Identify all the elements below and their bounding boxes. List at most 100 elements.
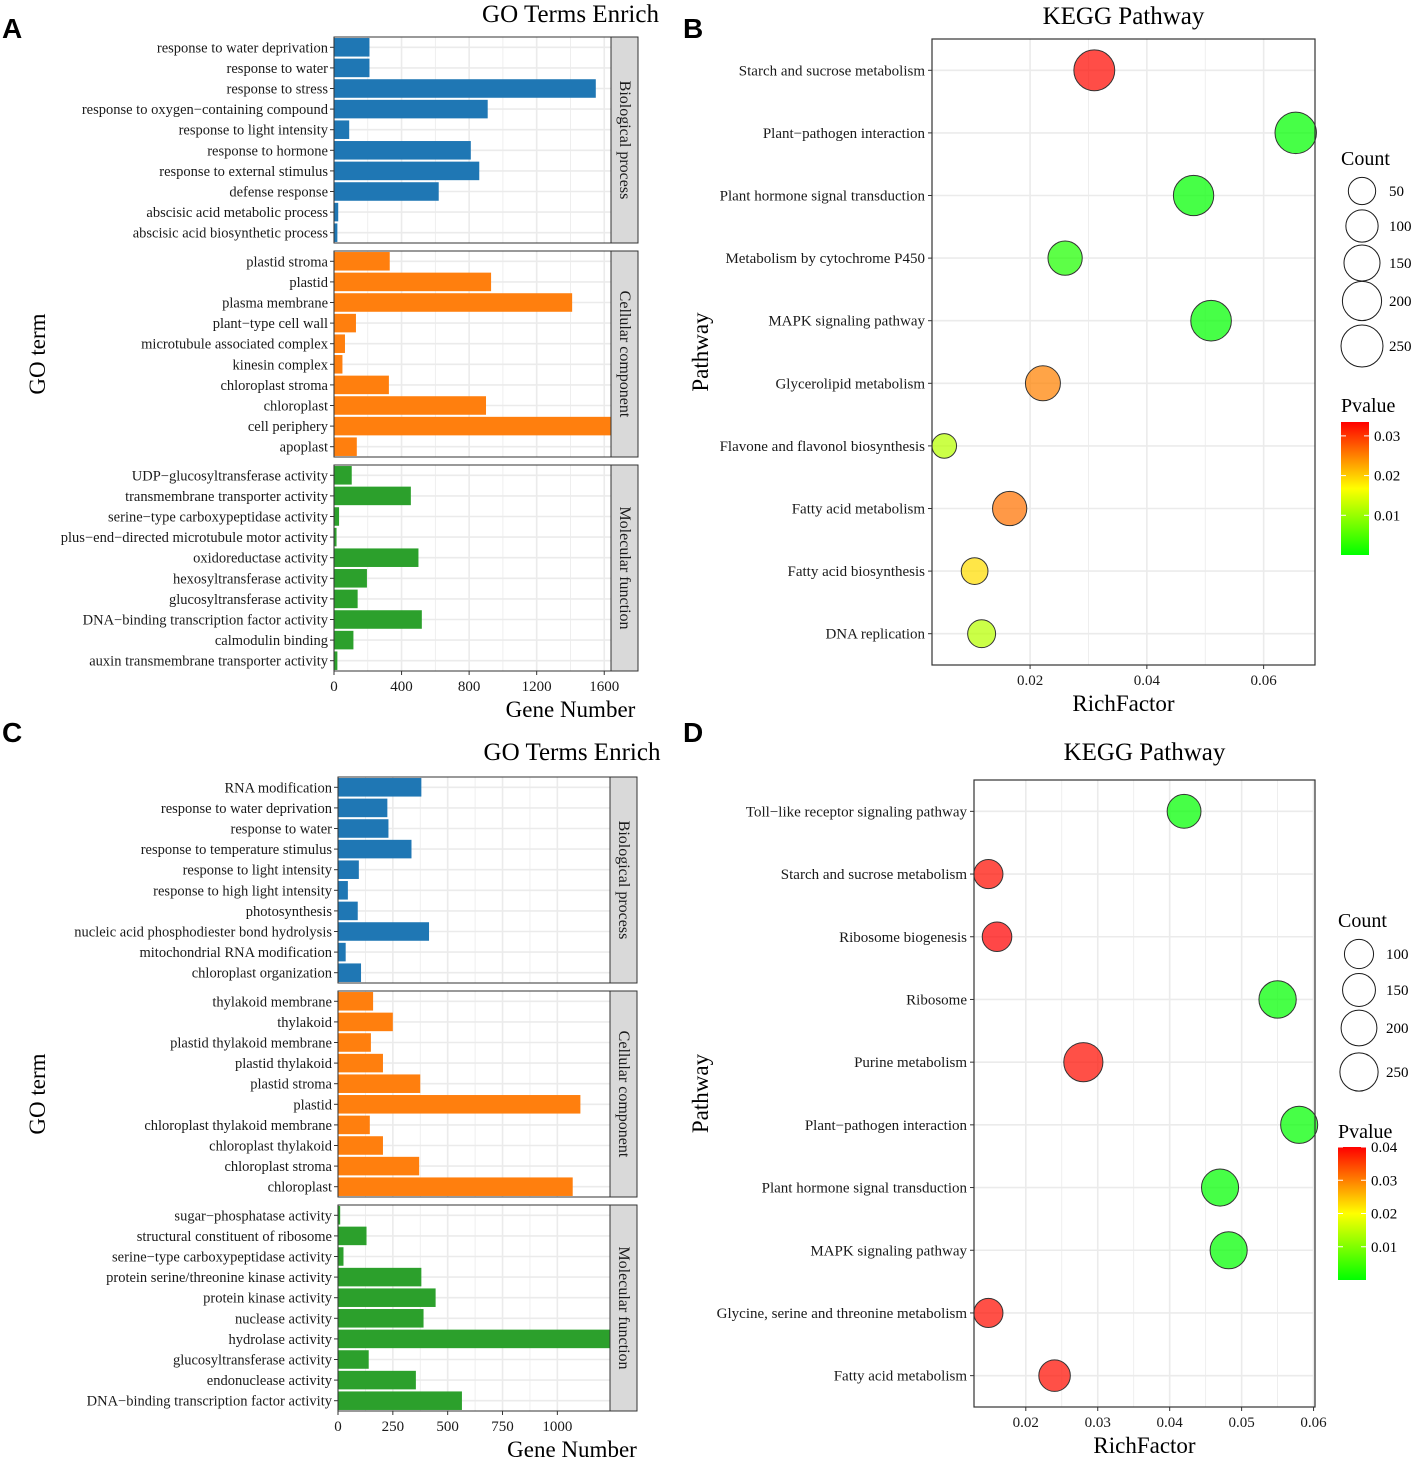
color-bar-label: 0.04 [1371,1140,1398,1156]
bar [334,589,358,609]
bubble-point [960,557,989,585]
bar [334,38,370,57]
bar [338,881,348,900]
bar [338,942,346,962]
bar [338,1177,573,1196]
y-tick-label: abscisic acid metabolic process [146,205,328,221]
y-tick-label: response to water deprivation [157,40,329,56]
panel-label-c: C [2,717,22,748]
y-tick-label: oxidoreductase activity [193,551,329,567]
bar [334,99,488,119]
y-tick-label: DNA−binding transcription factor activit… [87,1394,333,1410]
x-tick-label: 0.02 [1013,1415,1039,1431]
bar [334,437,357,456]
x-tick-label: 0.02 [1017,673,1043,689]
y-tick-label: serine−type carboxypeptidase activity [112,1250,333,1266]
bar [334,375,389,395]
bar [334,79,596,98]
y-tick-label: Metabolism by cytochrome P450 [725,251,925,267]
y-tick-label: plus−end−directed microtubule motor acti… [61,530,329,546]
x-tick-label: 0.04 [1134,673,1161,689]
bar [338,1391,462,1410]
bar [338,1136,383,1155]
y-tick-label: calmodulin binding [215,633,328,649]
x-axis-title: RichFactor [1093,1433,1196,1458]
y-tick-label: response to stress [227,82,329,98]
facet-panel [333,36,612,244]
facet-strip [610,36,639,244]
size-legend-label: 250 [1389,339,1412,355]
bar [338,1226,367,1246]
bar [334,416,611,436]
bar [338,778,422,797]
y-tick-label: Plant−pathogen interaction [805,1118,968,1134]
bubble-point [1024,365,1061,402]
x-axis-title: Gene Number [506,697,636,722]
bubble-point [1063,1042,1104,1083]
y-tick-label: plastid [293,1097,332,1113]
bar [338,1247,344,1266]
bar [334,223,338,242]
chart-title: GO Terms Enrich [484,739,661,766]
bar [334,120,350,139]
x-tick-label: 0.05 [1228,1415,1254,1431]
bar [338,798,388,818]
panel-d-kegg-bubble-chart: KEGG Pathway Toll−like receptor signaling… [688,739,1409,1458]
y-tick-label: chloroplast stroma [224,1159,332,1175]
y-tick-label: plastid [289,275,328,291]
y-tick-label: structural constituent of ribosome [137,1229,332,1245]
bar [334,161,480,181]
y-tick-label: Glycine, serine and threonine metabolism [717,1306,968,1322]
bar [338,839,412,859]
facet-strip [609,1204,638,1412]
bar [334,355,343,374]
size-legend-key [1343,244,1381,282]
bar [338,1156,420,1176]
bar [334,466,352,485]
y-tick-label: endonuclease activity [207,1373,333,1389]
y-tick-label: DNA replication [825,627,925,643]
x-tick-label: 1600 [589,679,619,695]
facet-strip [609,990,638,1198]
bubble-point [973,1297,1004,1329]
bar [338,819,389,838]
bubble-point [1038,1359,1071,1392]
y-tick-label: cell periphery [248,419,329,435]
y-tick-label: Ribosome [906,992,967,1008]
size-legend-key [1340,1009,1378,1047]
size-legend-label: 150 [1386,983,1409,999]
y-tick-label: chloroplast [264,399,328,415]
y-tick-label: Starch and sucrose metabolism [781,867,968,883]
bubble-point [1172,174,1215,217]
plot-panel [932,39,1315,665]
color-bar-label: 0.01 [1371,1240,1397,1256]
x-tick-label: 0.06 [1250,673,1277,689]
bar [338,1115,370,1135]
color-bar-label: 0.01 [1374,508,1400,524]
bar [338,1053,383,1073]
x-tick-label: 750 [491,1419,514,1435]
y-tick-label: response to water [231,822,333,838]
facet-strip-label: Molecular function [615,1246,632,1369]
size-legend-label: 150 [1389,256,1412,272]
facet-strip [609,776,638,984]
bubble-point [981,921,1013,953]
plot-panel [974,780,1315,1407]
bar [338,1370,416,1390]
size-legend-key [1339,1052,1379,1092]
size-legend-key [1340,324,1384,368]
y-tick-label: Plant hormone signal transduction [762,1181,968,1197]
y-tick-label: Plant−pathogen interaction [763,126,926,142]
y-tick-label: Glycerolipid metabolism [775,376,925,392]
y-tick-label: Flavone and flavonol biosynthesis [720,439,926,455]
y-tick-label: thylakoid membrane [212,994,332,1010]
panel-label-d: D [683,717,703,748]
chart-title: KEGG Pathway [1043,3,1205,30]
size-legend-key [1341,280,1383,322]
panel-label-a: A [2,13,22,44]
bar [334,507,340,526]
bar [338,922,430,941]
y-tick-label: chloroplast stroma [220,378,328,394]
y-axis-title: Pathway [688,1053,713,1133]
y-tick-label: photosynthesis [246,904,333,920]
